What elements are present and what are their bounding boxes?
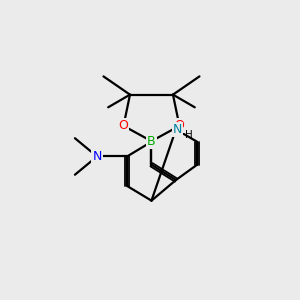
Text: O: O xyxy=(175,119,184,132)
Text: N: N xyxy=(92,150,102,163)
Text: B: B xyxy=(147,135,156,148)
Text: O: O xyxy=(118,119,128,132)
Text: N: N xyxy=(173,123,182,136)
Text: H: H xyxy=(185,130,192,140)
